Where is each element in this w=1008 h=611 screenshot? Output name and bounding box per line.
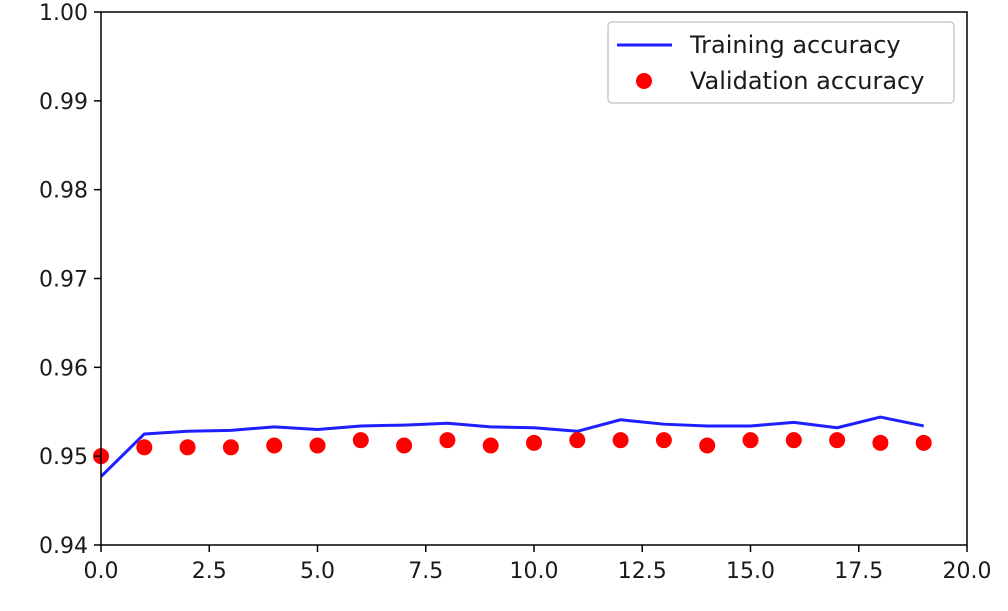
- validation-accuracy-point: [655, 432, 672, 449]
- validation-accuracy-point: [439, 432, 456, 449]
- plot-area: [93, 415, 932, 478]
- validation-accuracy-point: [872, 434, 889, 451]
- y-tick-label: 0.95: [39, 445, 88, 470]
- validation-accuracy-point: [785, 432, 802, 449]
- y-tick-label: 0.97: [39, 268, 88, 293]
- legend-label: Training accuracy: [689, 31, 901, 59]
- validation-accuracy-point: [136, 439, 153, 456]
- y-tick-label: 1.00: [39, 1, 88, 26]
- y-tick-label: 0.98: [39, 179, 88, 204]
- validation-accuracy-point: [396, 437, 413, 454]
- x-tick-label: 2.5: [192, 559, 227, 584]
- x-tick-label: 5.0: [300, 559, 335, 584]
- x-tick-label: 10.0: [510, 559, 559, 584]
- legend: Training accuracy Validation accuracy: [607, 21, 955, 104]
- x-tick-label: 0.0: [84, 559, 119, 584]
- legend-marker-swatch: [636, 73, 652, 89]
- validation-accuracy-point: [569, 432, 586, 449]
- training-accuracy-line: [99, 415, 925, 478]
- validation-accuracy-point: [526, 434, 542, 451]
- legend-label: Validation accuracy: [690, 67, 924, 95]
- validation-accuracy-point: [829, 432, 846, 449]
- validation-accuracy-point: [222, 439, 239, 456]
- validation-accuracy-point: [742, 432, 759, 449]
- x-tick-label: 17.5: [834, 559, 883, 584]
- x-tick-label: 7.5: [408, 559, 443, 584]
- validation-accuracy-point: [179, 439, 196, 456]
- legend-box: [607, 21, 955, 104]
- x-tick-label: 20.0: [943, 559, 992, 584]
- validation-accuracy-point: [309, 437, 326, 454]
- validation-accuracy-point: [699, 437, 716, 454]
- axes: 0.0 2.5 5.0 7.5 10.0 12.5 15.0 17.5 20.0 0.94 0.95…: [39, 1, 991, 584]
- x-tick-label: 15.0: [726, 559, 775, 584]
- validation-accuracy-point: [612, 432, 629, 449]
- y-tick-label: 0.96: [39, 356, 88, 381]
- validation-accuracy-point: [352, 432, 369, 449]
- y-tick-label: 0.94: [39, 534, 88, 559]
- y-tick-label: 0.99: [39, 90, 88, 115]
- validation-accuracy-point: [266, 437, 283, 454]
- validation-accuracy-point: [482, 437, 499, 454]
- validation-accuracy-point: [915, 434, 932, 451]
- x-tick-label: 12.5: [618, 559, 667, 584]
